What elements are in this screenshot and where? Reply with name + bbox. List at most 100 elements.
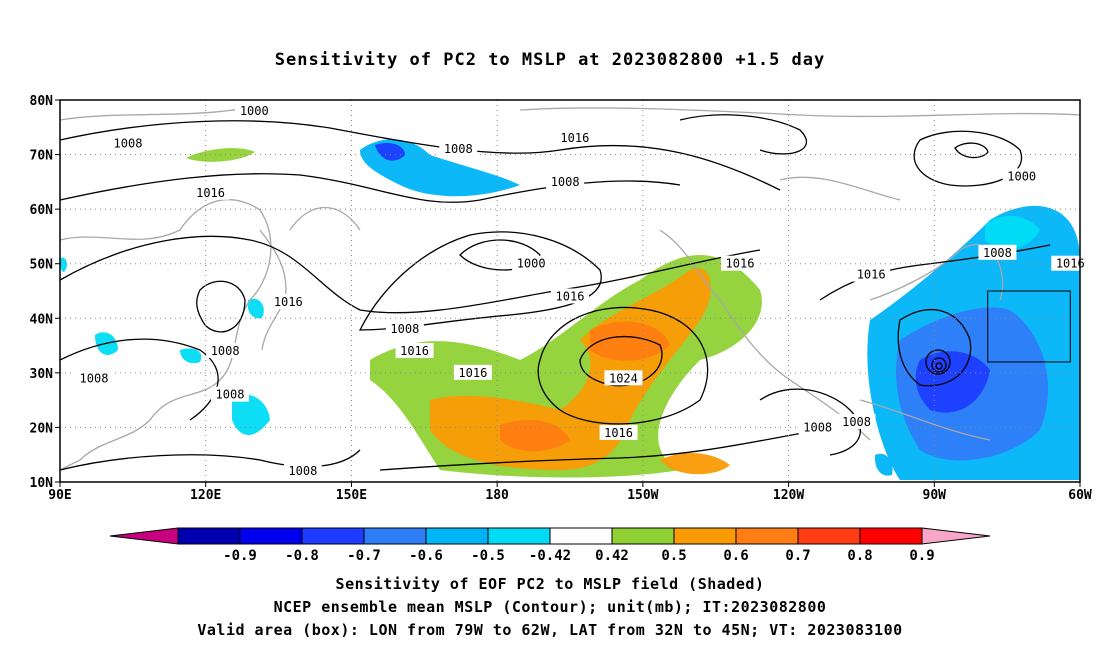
map-grid bbox=[60, 100, 1081, 482]
shade-region bbox=[985, 215, 1040, 249]
contour-label: 1016 bbox=[857, 268, 886, 282]
contour-line bbox=[59, 449, 361, 471]
contour-label: 1016 bbox=[604, 426, 633, 440]
shade-region bbox=[180, 348, 202, 364]
shade-region bbox=[375, 143, 405, 161]
contour-label: 1008 bbox=[551, 175, 580, 189]
shade-region bbox=[247, 298, 264, 319]
contour-line bbox=[379, 429, 821, 471]
lon-tick-label: 180 bbox=[485, 488, 509, 503]
contour-label: 1008 bbox=[114, 137, 143, 151]
contour-label-bg bbox=[206, 343, 245, 359]
shade-region bbox=[500, 420, 570, 452]
colorbar-tick-label: 0.8 bbox=[847, 548, 872, 564]
colorbar-swatch bbox=[425, 527, 489, 545]
contour-label-bg bbox=[269, 293, 308, 309]
contour-line bbox=[459, 239, 541, 271]
contour-label-bg bbox=[551, 288, 589, 304]
contour-label-bg bbox=[852, 266, 891, 282]
colorbar-swatch bbox=[363, 527, 427, 545]
contour-label: 1008 bbox=[80, 371, 109, 385]
mslp-contours bbox=[59, 114, 1051, 471]
contour-label: 1008 bbox=[211, 344, 240, 358]
lon-tick-label: 150W bbox=[627, 488, 658, 503]
contour-label-bg bbox=[798, 419, 837, 435]
lat-tick-label: 60N bbox=[30, 203, 54, 218]
contour-line bbox=[925, 349, 951, 375]
coastline bbox=[519, 107, 1081, 118]
contour-line bbox=[358, 231, 602, 331]
contour-label-bg bbox=[235, 102, 274, 118]
colorbar-tick-label: 0.9 bbox=[909, 548, 934, 564]
contour-label: 1016 bbox=[274, 295, 303, 309]
lon-tick-label: 60W bbox=[1068, 488, 1092, 503]
contour-label: 1008 bbox=[983, 246, 1012, 260]
lon-tick-label: 120W bbox=[773, 488, 804, 503]
coastline bbox=[659, 229, 871, 441]
contour-label: 1016 bbox=[400, 344, 429, 358]
colorbar-tick-label: -0.9 bbox=[223, 548, 257, 564]
colorbar-high-arrow bbox=[921, 527, 991, 545]
contour-labels: 1000 1008 1008 1016 1016 1008 1000 1000 1016 1008… bbox=[75, 102, 1090, 479]
contour-label-bg bbox=[604, 370, 643, 386]
coastline bbox=[779, 176, 901, 201]
contour-label: 1016 bbox=[1056, 257, 1085, 271]
contour-label: 1008 bbox=[216, 388, 245, 402]
colorbar-tick-label: 0.42 bbox=[595, 548, 629, 564]
contour-label: 1008 bbox=[803, 420, 832, 434]
colorbar-low-arrow bbox=[109, 527, 179, 545]
contour-line bbox=[537, 306, 709, 425]
contour-label-bg bbox=[453, 364, 492, 380]
contour-label-bg bbox=[555, 130, 594, 146]
contour-label-bg bbox=[512, 255, 551, 271]
shade-region bbox=[915, 351, 990, 413]
colorbar-swatch bbox=[239, 527, 303, 545]
coastline bbox=[59, 104, 261, 121]
contour-line bbox=[196, 280, 246, 333]
contour-label-bg bbox=[837, 413, 876, 429]
contour-label-bg bbox=[109, 135, 147, 151]
contour-label-bg bbox=[75, 370, 113, 386]
contour-line bbox=[679, 114, 808, 155]
shade-region bbox=[232, 393, 270, 435]
contour-line bbox=[935, 362, 943, 370]
contour-label-bg bbox=[978, 244, 1017, 260]
coastline bbox=[59, 198, 272, 471]
lon-tick-label: 90W bbox=[923, 488, 947, 503]
contour-label: 1008 bbox=[444, 142, 473, 156]
colorbar-swatch bbox=[301, 527, 365, 545]
lat-tick-label: 80N bbox=[30, 94, 54, 109]
lat-tick-label: 50N bbox=[30, 258, 54, 273]
contour-label: 1008 bbox=[288, 464, 317, 478]
contour-line bbox=[59, 235, 761, 314]
colorbar-tick-label: -0.8 bbox=[285, 548, 319, 564]
map-frame bbox=[59, 99, 1081, 483]
contour-label-bg bbox=[395, 343, 434, 359]
contour-label: 1008 bbox=[842, 415, 871, 429]
shade-region bbox=[874, 453, 893, 476]
contour-label-bg bbox=[439, 141, 478, 157]
lon-tick-label: 150E bbox=[336, 488, 367, 503]
coastline bbox=[859, 399, 991, 441]
colorbar-tick-label: 0.7 bbox=[785, 548, 810, 564]
coastline bbox=[869, 243, 1004, 301]
colorbar-swatch bbox=[549, 527, 613, 545]
contour-line bbox=[59, 173, 681, 203]
contour-label: 1024 bbox=[609, 371, 638, 385]
contour-label-bg bbox=[599, 424, 638, 440]
lat-tick-label: 40N bbox=[30, 312, 54, 327]
valid-area-box bbox=[987, 290, 1071, 363]
contour-label-bg bbox=[721, 255, 759, 271]
coastline bbox=[289, 207, 361, 231]
lat-tick-label: 20N bbox=[30, 421, 54, 436]
colorbar-tick-label: 0.6 bbox=[723, 548, 748, 564]
colorbar-swatch bbox=[487, 527, 551, 545]
caption-line-1: Sensitivity of EOF PC2 to MSLP field (Sh… bbox=[335, 575, 765, 593]
contour-label-bg bbox=[1002, 168, 1041, 184]
contour-line bbox=[579, 335, 663, 387]
contour-label: 1016 bbox=[556, 289, 585, 303]
contour-label-bg bbox=[283, 463, 322, 479]
shade-region bbox=[590, 321, 670, 361]
shade-region bbox=[660, 453, 730, 475]
